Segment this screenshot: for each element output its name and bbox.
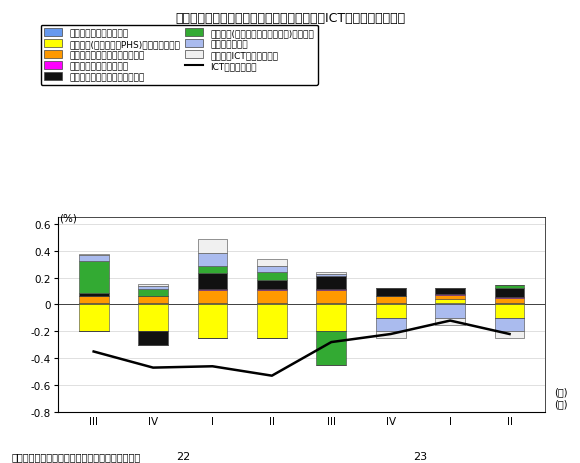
Bar [435, 288, 465, 295]
Bar [138, 296, 168, 297]
Bar [79, 303, 108, 305]
Bar [198, 273, 227, 289]
Text: （出所）総務省「家計消費状況調査」より作成。: （出所）総務省「家計消費状況調査」より作成。 [12, 450, 141, 461]
Text: 23: 23 [414, 451, 427, 461]
Bar [495, 298, 524, 303]
Bar [435, 303, 465, 305]
Bar [257, 289, 287, 290]
Bar [257, 290, 287, 303]
Bar [317, 290, 346, 303]
Bar [376, 288, 405, 296]
Bar [495, 305, 524, 318]
Bar [79, 305, 108, 332]
Bar [317, 289, 346, 290]
Text: (期): (期) [554, 386, 567, 396]
Bar [376, 303, 405, 305]
Bar [317, 276, 346, 289]
Bar [376, 296, 405, 297]
Bar [495, 297, 524, 298]
Bar [317, 305, 346, 332]
Bar [138, 287, 168, 289]
Bar [317, 332, 346, 365]
Bar [138, 332, 168, 345]
Bar [495, 285, 524, 288]
Bar [257, 280, 287, 289]
Legend: 固定電話使用料・寄与度, 移動電話(携帯電話・PHS)使用料・寄与度, インターネット接続料・寄与度, 民間放送受信料・寄与度, 移動電話他の通信機器・寄与度,: 固定電話使用料・寄与度, 移動電話(携帯電話・PHS)使用料・寄与度, インター… [41, 25, 317, 86]
Bar [138, 305, 168, 332]
Bar [317, 303, 346, 305]
Bar [198, 240, 227, 253]
Bar [257, 260, 287, 267]
Bar [79, 255, 108, 256]
Bar [138, 303, 168, 305]
Bar [257, 267, 287, 272]
Bar [376, 332, 405, 338]
Text: 家計消費支出（家計消費状況調査）に占めるICT関連消費の寄与度: 家計消費支出（家計消費状況調査）に占めるICT関連消費の寄与度 [175, 12, 405, 25]
Bar [198, 253, 227, 267]
Bar [79, 297, 108, 303]
Bar [435, 318, 465, 325]
Bar [435, 305, 465, 318]
Bar [257, 303, 287, 305]
Bar [198, 267, 227, 273]
Bar [495, 318, 524, 332]
Bar [317, 275, 346, 276]
Bar [435, 300, 465, 303]
Bar [138, 284, 168, 287]
Bar [198, 290, 227, 303]
Bar [79, 256, 108, 261]
Bar [138, 297, 168, 303]
Bar [257, 305, 287, 338]
Bar [257, 272, 287, 280]
Bar [435, 295, 465, 300]
Text: 22: 22 [176, 451, 190, 461]
Bar [495, 303, 524, 305]
Bar [198, 305, 227, 338]
Text: (%): (%) [59, 213, 77, 223]
Bar [138, 289, 168, 296]
Bar [317, 272, 346, 275]
Bar [495, 332, 524, 338]
Bar [376, 318, 405, 332]
Bar [198, 289, 227, 290]
Bar [376, 297, 405, 303]
Bar [79, 296, 108, 297]
Bar [198, 303, 227, 305]
Bar [79, 294, 108, 296]
Bar [495, 288, 524, 297]
Bar [376, 305, 405, 318]
Text: (年): (年) [554, 398, 567, 408]
Bar [79, 261, 108, 294]
